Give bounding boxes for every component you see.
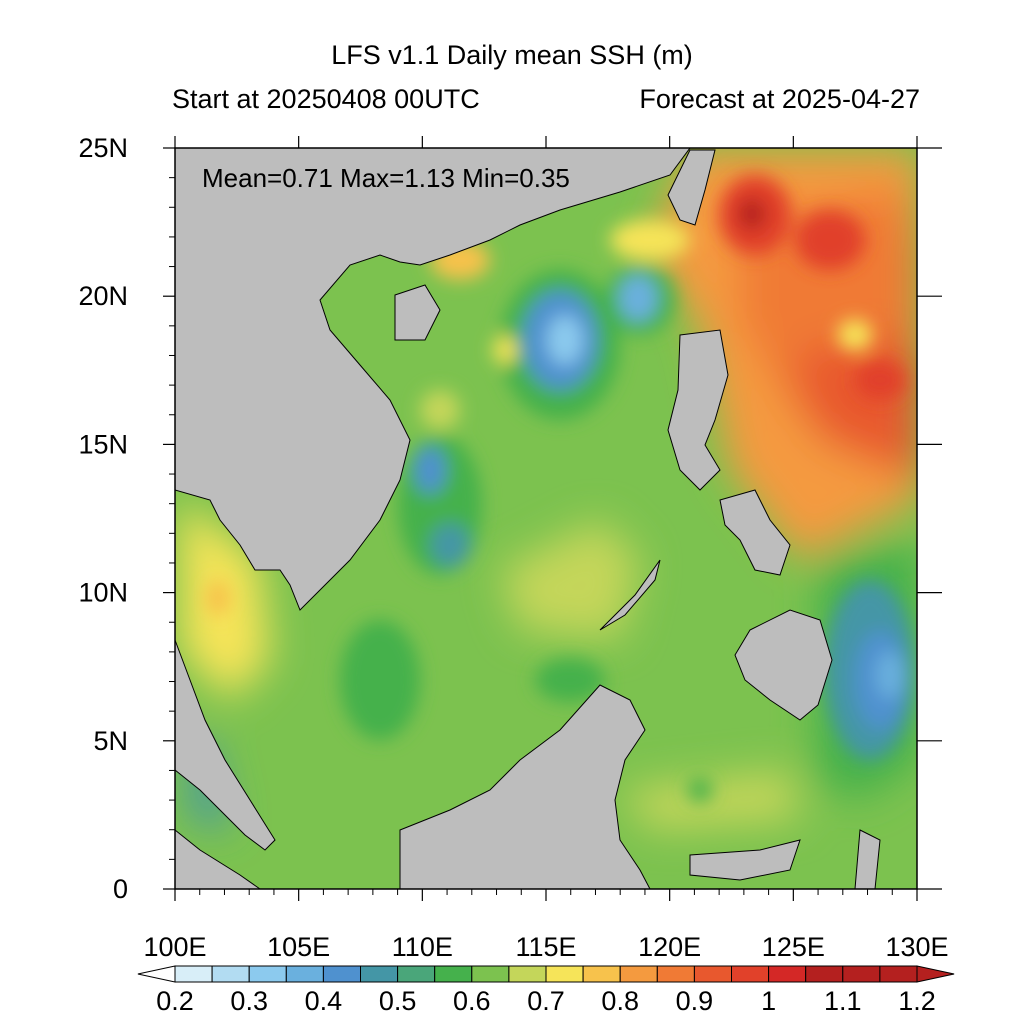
lon-tick-label: 105E bbox=[267, 932, 330, 962]
lat-tick-label: 0 bbox=[113, 874, 128, 904]
colorbar-bin bbox=[879, 965, 918, 983]
land-masses bbox=[175, 148, 881, 889]
lat-tick-label: 20N bbox=[78, 281, 128, 311]
land-luzon bbox=[667, 329, 729, 491]
land-palawan bbox=[599, 559, 661, 631]
colorbar-bin bbox=[174, 965, 213, 983]
colorbar-label: 0.7 bbox=[527, 986, 565, 1016]
land-taiwan bbox=[667, 149, 716, 226]
colorbar-bin bbox=[397, 965, 436, 983]
lat-tick-label: 25N bbox=[78, 133, 128, 163]
lon-tick-label: 115E bbox=[515, 932, 576, 962]
colorbar-label: 0.5 bbox=[379, 986, 417, 1016]
start-time-label: Start at 20250408 00UTC bbox=[172, 84, 480, 114]
lat-tick-label: 5N bbox=[93, 726, 128, 756]
ssh-eddy-features bbox=[206, 175, 915, 802]
colorbar-over-triangle bbox=[916, 965, 955, 983]
land-mindanao bbox=[734, 609, 833, 721]
forecast-date-label: Forecast at 2025-04-27 bbox=[639, 84, 920, 114]
colorbar-bin bbox=[248, 965, 287, 983]
lon-tick-label: 110E bbox=[392, 932, 453, 962]
land-visayas bbox=[719, 489, 791, 576]
colorbar-bin bbox=[619, 965, 658, 983]
lon-tick-label: 130E bbox=[885, 932, 948, 962]
lat-tick-label: 10N bbox=[78, 578, 128, 608]
colorbar-bin bbox=[508, 965, 547, 983]
colorbar-bin bbox=[842, 965, 881, 983]
colorbar-bin bbox=[471, 965, 510, 983]
colorbar-label: 0.9 bbox=[676, 986, 714, 1016]
colorbar-bin bbox=[693, 965, 733, 983]
colorbar-label: 0.8 bbox=[601, 986, 639, 1016]
colorbar: 0.2 0.3 0.4 0.5 0.6 0.7 0.8 0.9 1 1.1 1.2 bbox=[137, 965, 955, 1016]
lon-tick-label: 125E bbox=[762, 932, 825, 962]
colorbar-label: 0.2 bbox=[156, 986, 194, 1016]
lon-tick-label: 120E bbox=[638, 932, 701, 962]
map-title: LFS v1.1 Daily mean SSH (m) bbox=[331, 40, 693, 70]
colorbar-bin bbox=[285, 965, 324, 983]
land-hainan bbox=[394, 284, 441, 341]
colorbar-bin bbox=[656, 965, 695, 983]
land-malay-peninsula bbox=[175, 639, 276, 851]
map-plot-area: Mean=0.71 Max=1.13 Min=0.35 bbox=[175, 148, 917, 889]
axis-ticks: 100E 105E 110E 115E 120E 125E 130E 0 5N 10N 15N 20N… bbox=[78, 133, 948, 962]
land-halmahera bbox=[854, 829, 881, 889]
land-sumatra bbox=[175, 829, 261, 889]
colorbar-bin bbox=[582, 965, 621, 983]
colorbar-label: 0.4 bbox=[305, 986, 343, 1016]
colorbar-bin bbox=[322, 965, 361, 983]
colorbar-bin bbox=[434, 965, 473, 983]
colorbar-label: 0.3 bbox=[230, 986, 268, 1016]
land-borneo bbox=[399, 684, 651, 889]
stats-annotation: Mean=0.71 Max=1.13 Min=0.35 bbox=[202, 163, 570, 193]
lon-tick-label: 100E bbox=[143, 932, 206, 962]
colorbar-bin bbox=[211, 965, 250, 983]
colorbar-under-triangle bbox=[137, 965, 176, 983]
colorbar-label: 0.6 bbox=[453, 986, 491, 1016]
colorbar-bin bbox=[360, 965, 399, 983]
colorbar-label: 1.2 bbox=[898, 986, 936, 1016]
colorbar-label: 1.1 bbox=[824, 986, 862, 1016]
colorbar-bin bbox=[545, 965, 584, 983]
colorbar-label: 1 bbox=[761, 986, 776, 1016]
colorbar-bin bbox=[731, 965, 770, 983]
land-asia-mainland bbox=[175, 148, 691, 611]
colorbar-bin bbox=[768, 965, 807, 983]
colorbar-bin bbox=[805, 965, 844, 983]
lat-tick-label: 15N bbox=[78, 429, 128, 459]
land-sulawesi bbox=[689, 839, 801, 881]
